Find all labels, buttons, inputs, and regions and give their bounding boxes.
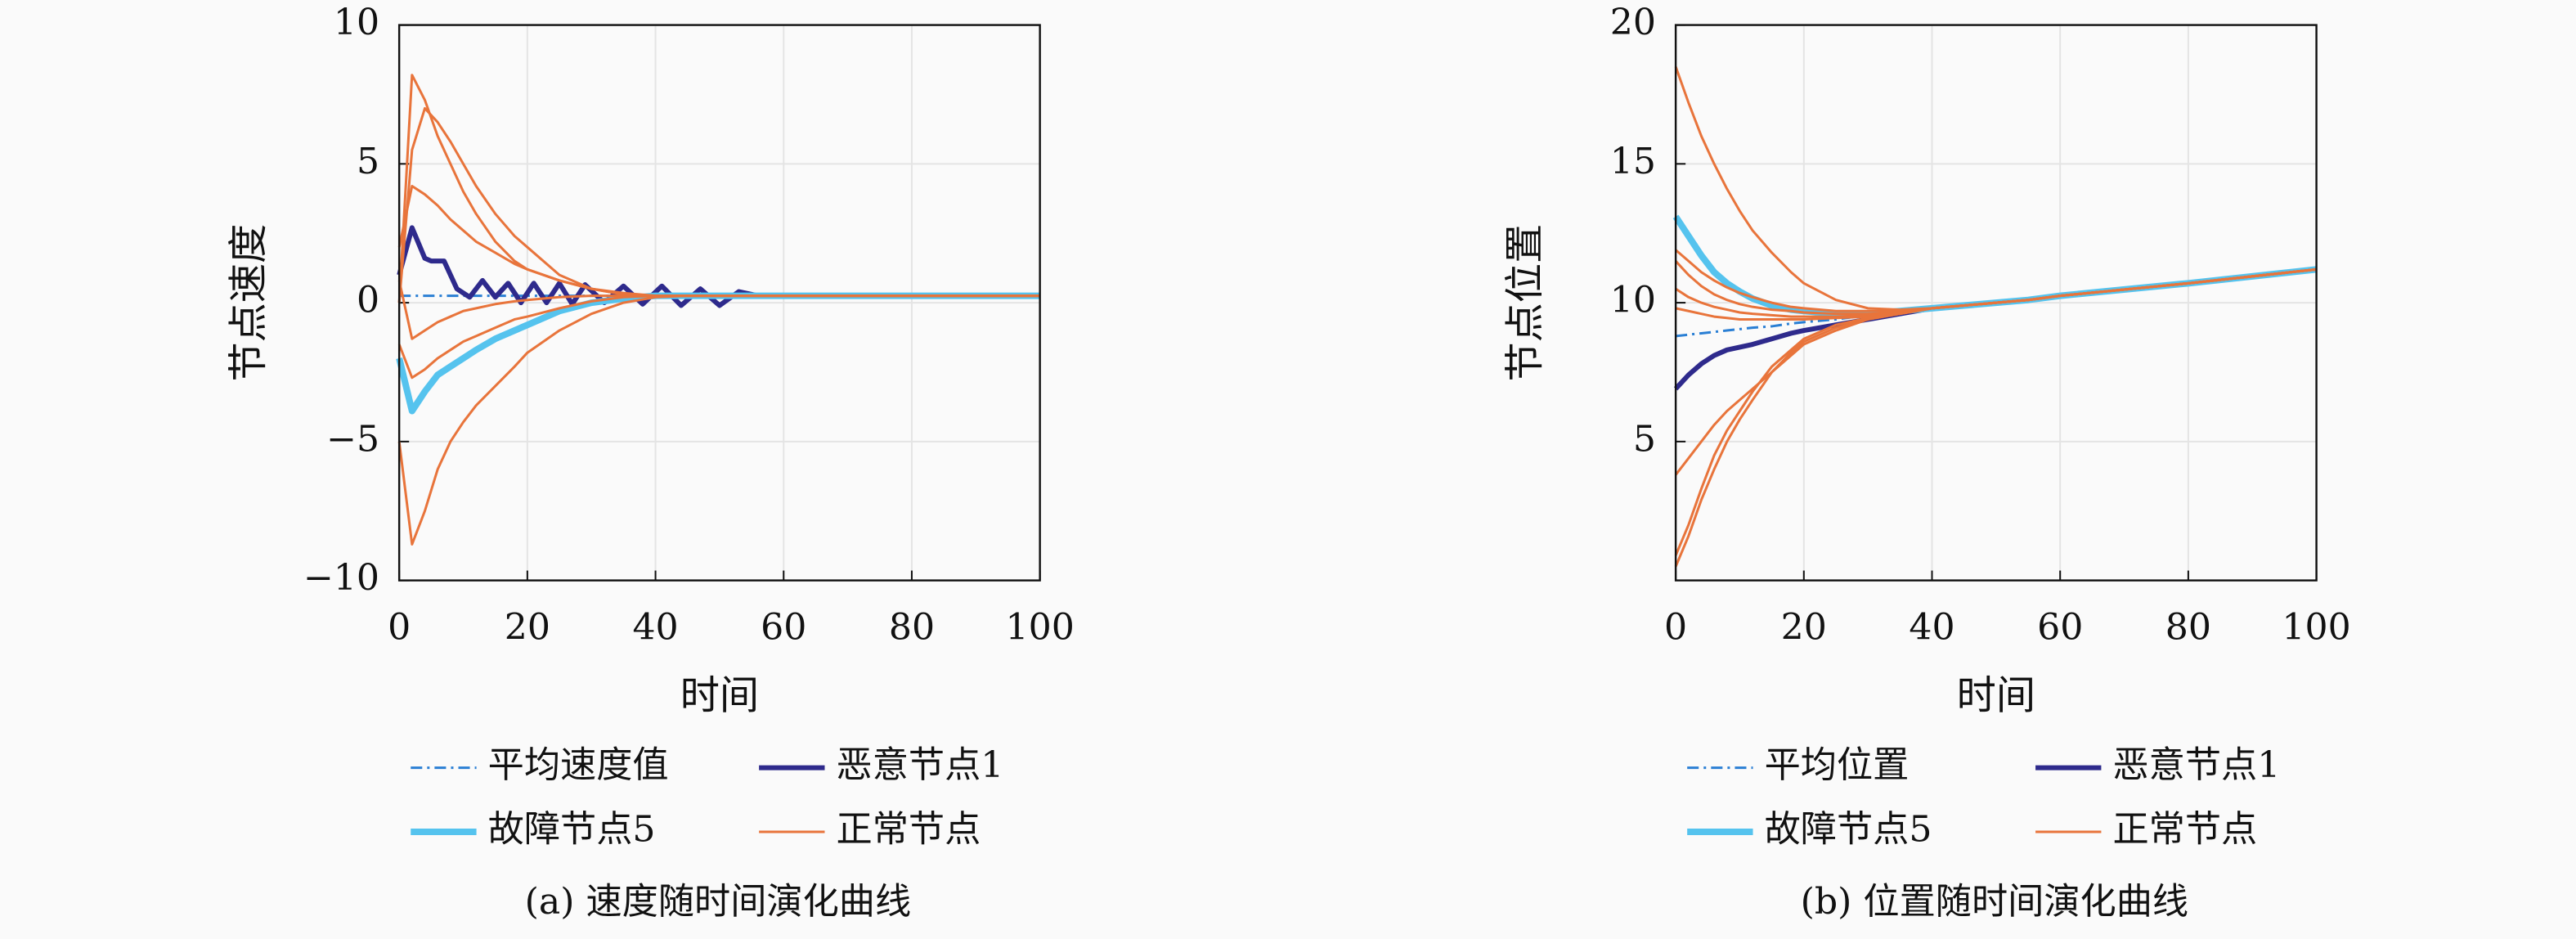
x-tick-label: 40 [632,606,678,648]
caption: (b) 位置随时间演化曲线 [1801,881,2189,923]
legend-label: 平均速度值 [488,744,669,786]
y-tick-label: 10 [1610,280,1656,321]
y-tick-label: 0 [357,280,379,321]
legend-label: 正常节点 [837,808,981,850]
caption: (a) 速度随时间演化曲线 [525,881,912,923]
x-tick-label: 60 [761,606,806,648]
legend-label: 故障节点5 [1765,808,1932,850]
x-tick-label: 80 [889,606,935,648]
x-tick-label: 40 [1909,606,1954,648]
plot-lines [396,74,1040,546]
x-tick-label: 100 [1005,606,1074,648]
y-tick-label: 20 [1610,2,1656,43]
y-tick-label: 5 [357,141,379,182]
series-line [1674,267,2317,556]
legend-label: 平均位置 [1765,744,1910,786]
plot-frame [397,24,1041,582]
y-tick-label: −5 [326,418,379,460]
legend-label: 正常节点 [2112,808,2257,850]
legend-label: 恶意节点1 [2112,744,2280,786]
y-tick-label: 10 [334,2,379,43]
x-axis-label: 时间 [1957,673,2035,719]
y-tick-label: 5 [1633,418,1656,460]
x-tick-label: 20 [505,606,550,648]
x-tick-label: 60 [2037,606,2083,648]
series-line [1675,267,2317,338]
legend-label: 故障节点5 [488,808,656,850]
plot-frame [1674,24,2318,582]
x-tick-label: 0 [1664,606,1687,648]
series-line [397,225,1040,308]
x-tick-label: 80 [2165,606,2211,648]
x-tick-label: 100 [2282,606,2350,648]
y-tick-label: 15 [1610,141,1656,182]
y-axis-label: 节点位置 [1502,224,1548,382]
plot-lines [1672,66,2318,568]
x-axis-label: 时间 [680,673,759,719]
series-line [397,280,1040,340]
legend-label: 恶意节点1 [837,744,1004,786]
x-tick-label: 20 [1781,606,1827,648]
y-axis-label: 节点速度 [226,224,272,382]
y-tick-label: −10 [303,557,379,599]
x-tick-label: 0 [388,606,411,648]
